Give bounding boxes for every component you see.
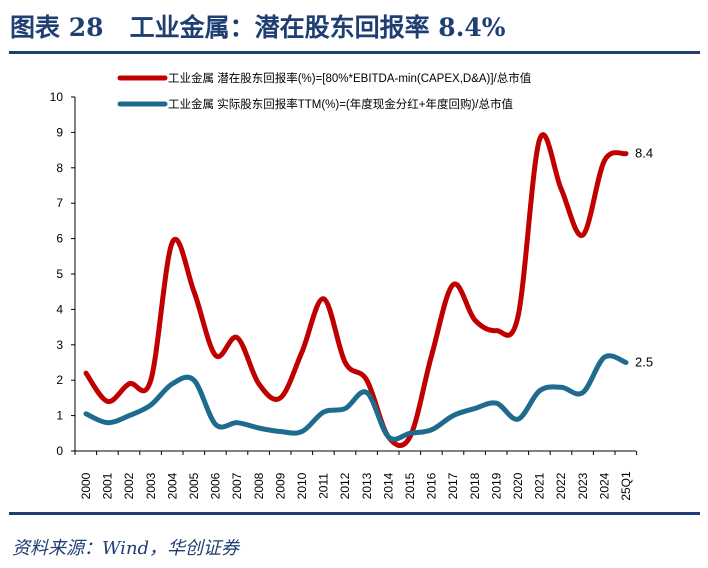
x-tick-label: 2021 [533, 472, 547, 499]
x-tick-label: 2011 [317, 473, 331, 499]
series-line-1 [83, 353, 629, 442]
x-tick-label: 2022 [554, 472, 568, 499]
x-tick-label: 2019 [489, 472, 503, 499]
x-tick-label: 2000 [79, 472, 93, 499]
series-line-0 [83, 132, 629, 448]
bottom-divider [9, 512, 700, 515]
source-note: 资料来源：Wind，华创证券 [12, 538, 240, 559]
y-tick-label: 2 [56, 373, 63, 387]
y-tick-label: 7 [56, 196, 63, 210]
x-tick-label: 2016 [425, 472, 439, 499]
x-tick-label: 2012 [338, 472, 352, 499]
y-tick-label: 9 [56, 125, 63, 139]
x-tick-label: 2003 [144, 472, 158, 499]
x-tick-label: 2023 [576, 472, 590, 499]
legend-label-1: 工业金属 实际股东回报率TTM(%)=(年度现金分红+年度回购)/总市值 [168, 97, 513, 111]
top-divider [9, 51, 700, 54]
x-tick-label: 2013 [360, 472, 374, 499]
x-tick-label: 2024 [597, 472, 611, 499]
end-value-label-1: 2.5 [635, 355, 653, 370]
end-value-label-0: 8.4 [635, 146, 653, 161]
x-tick-label: 2005 [187, 472, 201, 499]
x-tick-label: 2002 [122, 472, 136, 499]
y-tick-label: 0 [56, 444, 63, 458]
y-tick-label: 10 [50, 90, 64, 104]
legend-label-0: 工业金属 潜在股东回报率(%)=[80%*EBITDA-min(CAPEX,D&… [168, 71, 532, 85]
x-tick-label: 2006 [209, 472, 223, 499]
x-tick-label: 2008 [252, 472, 266, 499]
x-tick-label: 2020 [511, 472, 525, 499]
y-tick-label: 8 [56, 161, 63, 175]
x-tick-label: 2018 [468, 472, 482, 499]
x-tick-label: 25Q1 [619, 471, 633, 501]
x-tick-label: 2009 [273, 472, 287, 499]
x-tick-label: 2017 [446, 472, 460, 499]
x-tick-label: 2001 [101, 472, 115, 499]
y-tick-label: 6 [56, 232, 63, 246]
x-tick-label: 2014 [381, 472, 395, 499]
x-tick-label: 2015 [403, 472, 417, 499]
x-tick-label: 2007 [230, 472, 244, 499]
y-tick-label: 4 [56, 302, 63, 316]
y-tick-label: 1 [56, 409, 63, 423]
y-tick-label: 5 [56, 267, 63, 281]
x-tick-label: 2004 [165, 472, 179, 499]
page-title: 图表 28 工业金属：潜在股东回报率 8.4% [10, 13, 506, 42]
y-tick-label: 3 [56, 338, 63, 352]
x-tick-label: 2010 [295, 472, 309, 499]
